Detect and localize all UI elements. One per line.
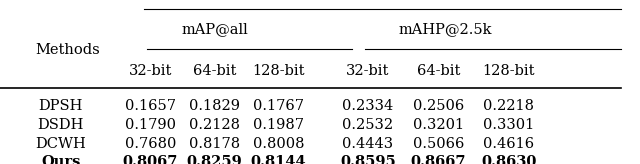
Text: mAHP@2.5k: mAHP@2.5k [398,22,492,37]
Text: 0.2218: 0.2218 [483,99,534,113]
Text: 0.2334: 0.2334 [342,99,394,113]
Text: 0.1657: 0.1657 [125,99,176,113]
Text: 0.8144: 0.8144 [251,155,306,164]
Text: 0.8008: 0.8008 [253,136,304,151]
Text: 32-bit: 32-bit [346,63,390,78]
Text: 0.3301: 0.3301 [483,118,534,132]
Text: 0.7680: 0.7680 [125,136,176,151]
Text: 0.1829: 0.1829 [189,99,240,113]
Text: 0.2532: 0.2532 [342,118,394,132]
Text: 64-bit: 64-bit [193,63,236,78]
Text: 32-bit: 32-bit [129,63,172,78]
Text: mAP@all: mAP@all [181,22,248,37]
Text: 0.1767: 0.1767 [253,99,304,113]
Text: 0.8259: 0.8259 [186,155,243,164]
Text: 0.8178: 0.8178 [189,136,240,151]
Text: 0.4443: 0.4443 [342,136,394,151]
Text: 0.8630: 0.8630 [481,155,536,164]
Text: 0.8595: 0.8595 [340,155,396,164]
Text: 0.8667: 0.8667 [411,155,466,164]
Text: 0.8067: 0.8067 [123,155,178,164]
Text: 0.1987: 0.1987 [253,118,304,132]
Text: 128-bit: 128-bit [483,63,535,78]
Text: 0.2506: 0.2506 [413,99,464,113]
Text: 128-bit: 128-bit [252,63,305,78]
Text: 0.3201: 0.3201 [413,118,464,132]
Text: DPSH: DPSH [38,99,83,113]
Text: 0.4616: 0.4616 [483,136,534,151]
Text: 0.1790: 0.1790 [125,118,176,132]
Text: 0.5066: 0.5066 [413,136,464,151]
Text: 0.2128: 0.2128 [189,118,240,132]
Text: Methods: Methods [35,43,100,57]
Text: Ours: Ours [41,155,81,164]
Text: 64-bit: 64-bit [417,63,460,78]
Text: DSDH: DSDH [38,118,84,132]
Text: DCWH: DCWH [35,136,86,151]
